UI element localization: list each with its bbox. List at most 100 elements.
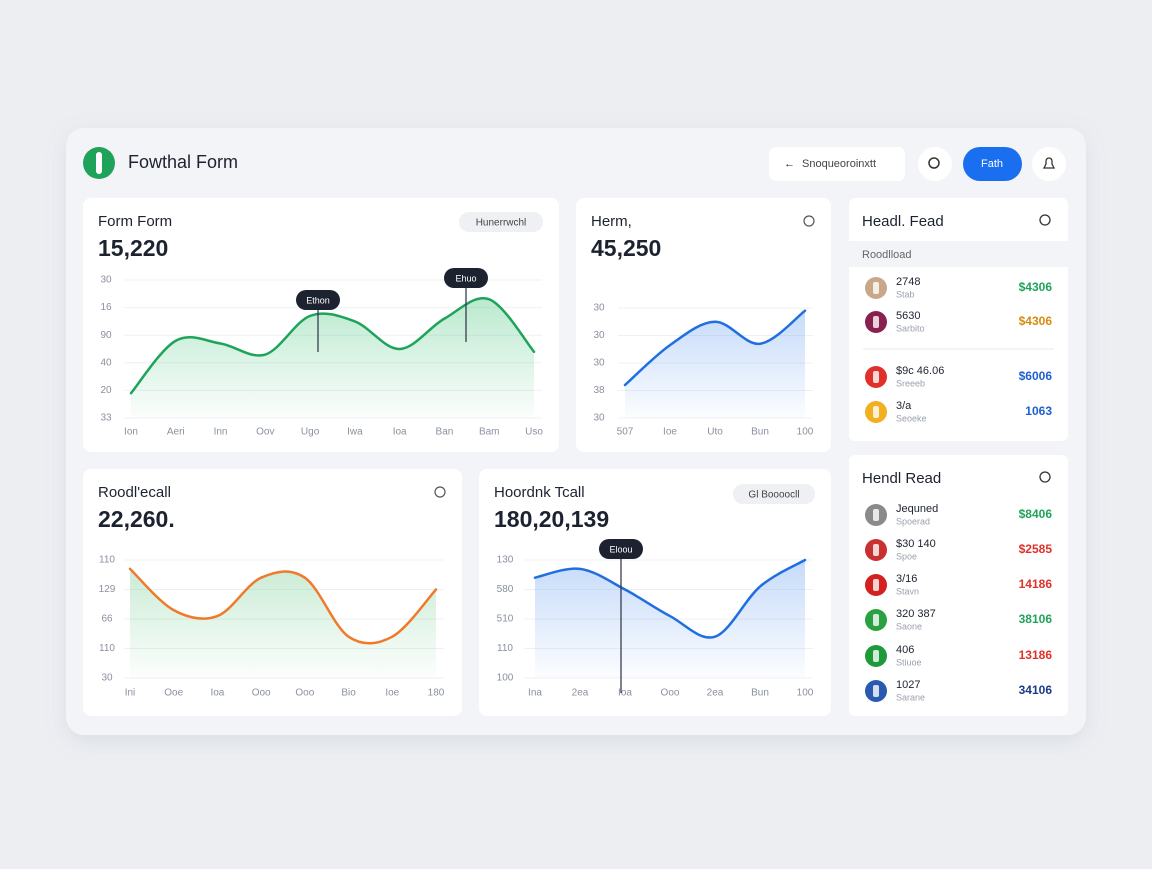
badge <box>459 212 543 232</box>
x-tick-label: Bio <box>341 688 356 699</box>
logo-glyph <box>96 152 102 174</box>
chart-title: Herm, <box>591 213 632 230</box>
y-tick-label: 16 <box>100 302 112 313</box>
row-name: 3/16 <box>896 573 917 585</box>
row-icon-glyph <box>873 371 879 383</box>
row-value: $4306 <box>1019 280 1053 294</box>
row-sub: Spoe <box>896 551 917 561</box>
row-sub: Stavn <box>896 586 919 596</box>
y-tick-label: 30 <box>593 330 605 341</box>
row-icon-glyph <box>873 316 879 328</box>
chart-value: 15,220 <box>98 235 168 261</box>
x-tick-label: 180 <box>428 688 445 699</box>
row-value: 34106 <box>1019 683 1053 697</box>
y-tick-label: 110 <box>497 643 513 654</box>
tooltip <box>599 539 643 559</box>
y-tick-label: 30 <box>100 275 112 286</box>
row-name: 5630 <box>896 310 920 322</box>
bell-glyph <box>1042 157 1056 169</box>
x-tick-label: Oov <box>256 427 274 438</box>
notification-button[interactable] <box>1032 147 1066 181</box>
x-tick-label: Ooo <box>295 688 314 699</box>
search-icon: ← <box>784 158 795 170</box>
chart-title: Roodl'ecall <box>98 484 171 501</box>
x-tick-label: Iwa <box>347 427 363 438</box>
y-tick-label: 40 <box>100 357 112 368</box>
x-tick-label: Ioe <box>663 427 677 438</box>
y-tick-label: 100 <box>497 673 514 684</box>
row-value: 13186 <box>1019 648 1053 662</box>
row-sub: Saone <box>896 621 922 631</box>
row-sub: Sarbito <box>896 323 925 333</box>
area <box>130 568 436 678</box>
list-card <box>849 455 1068 716</box>
y-tick-label: 110 <box>99 643 115 654</box>
list-search-icon <box>1039 214 1051 226</box>
row-name: Jequned <box>896 503 938 515</box>
tooltip-label: Eloou <box>609 544 632 554</box>
x-tick-label: Bun <box>751 688 769 699</box>
list-search-icon <box>1039 471 1051 483</box>
x-tick-label: Ooo <box>252 688 271 699</box>
row-value: $8406 <box>1019 507 1053 521</box>
chart-value: 22,260. <box>98 506 175 532</box>
x-tick-label: 100 <box>797 688 814 699</box>
y-tick-label: 130 <box>497 555 514 566</box>
y-tick-label: 580 <box>497 584 514 595</box>
x-tick-label: Uso <box>525 427 543 438</box>
line <box>533 558 807 639</box>
list-title: Headl. Fead <box>862 213 944 230</box>
row-value: 14186 <box>1019 577 1053 591</box>
tooltip-label: Ethon <box>306 295 330 305</box>
y-tick-label: 30 <box>593 358 605 369</box>
badge-label: Gl Boooocll <box>748 490 799 501</box>
x-tick-label: Bun <box>751 427 769 438</box>
area <box>535 560 805 678</box>
x-tick-label: Ooe <box>164 688 183 699</box>
row-name: $9c 46.06 <box>896 365 944 377</box>
tooltip <box>296 290 340 310</box>
y-tick-label: 110 <box>99 555 115 566</box>
row-name: 1027 <box>896 679 920 691</box>
search-box[interactable] <box>769 147 905 181</box>
x-tick-label: Ooo <box>661 688 680 699</box>
list-subheader <box>849 241 1068 267</box>
line <box>128 567 438 645</box>
row-icon-glyph <box>873 614 879 626</box>
x-tick-label: Ioa <box>210 688 224 699</box>
y-tick-label: 33 <box>100 413 112 424</box>
search-button[interactable] <box>918 147 952 181</box>
row-sub: Seoeke <box>896 413 927 423</box>
x-tick-label: Bam <box>479 427 500 438</box>
row-value: $4306 <box>1019 314 1053 328</box>
list-title: Hendl Read <box>862 470 941 487</box>
y-tick-label: 90 <box>100 330 112 341</box>
y-tick-label: 30 <box>593 303 605 314</box>
row-name: 2748 <box>896 276 920 288</box>
x-tick-label: Inn <box>214 427 228 438</box>
row-sub: Spoerad <box>896 516 930 526</box>
favorite-icon <box>434 486 446 498</box>
row-icon-glyph <box>873 509 879 521</box>
x-tick-label: Ina <box>528 688 542 699</box>
row-value: 1063 <box>1025 404 1052 418</box>
row-sub: Stab <box>896 289 915 299</box>
primary-button[interactable] <box>963 147 1022 181</box>
row-icon-glyph <box>873 685 879 697</box>
row-icon-glyph <box>873 544 879 556</box>
chart-title: Hoordnk Tcall <box>494 484 585 501</box>
tooltip <box>444 268 488 288</box>
x-tick-label: 2ea <box>707 688 724 699</box>
app-title: Fowthal Form <box>128 152 238 172</box>
x-tick-label: Ioa <box>393 427 407 438</box>
x-tick-label: Ion <box>124 427 138 438</box>
line <box>129 296 536 395</box>
x-tick-label: 2ea <box>572 688 589 699</box>
y-tick-label: 129 <box>99 584 116 595</box>
x-tick-label: Aeri <box>167 427 185 438</box>
row-sub: Sreeeb <box>896 378 925 388</box>
row-name: $30 140 <box>896 538 936 550</box>
x-tick-label: Ugo <box>301 427 320 438</box>
